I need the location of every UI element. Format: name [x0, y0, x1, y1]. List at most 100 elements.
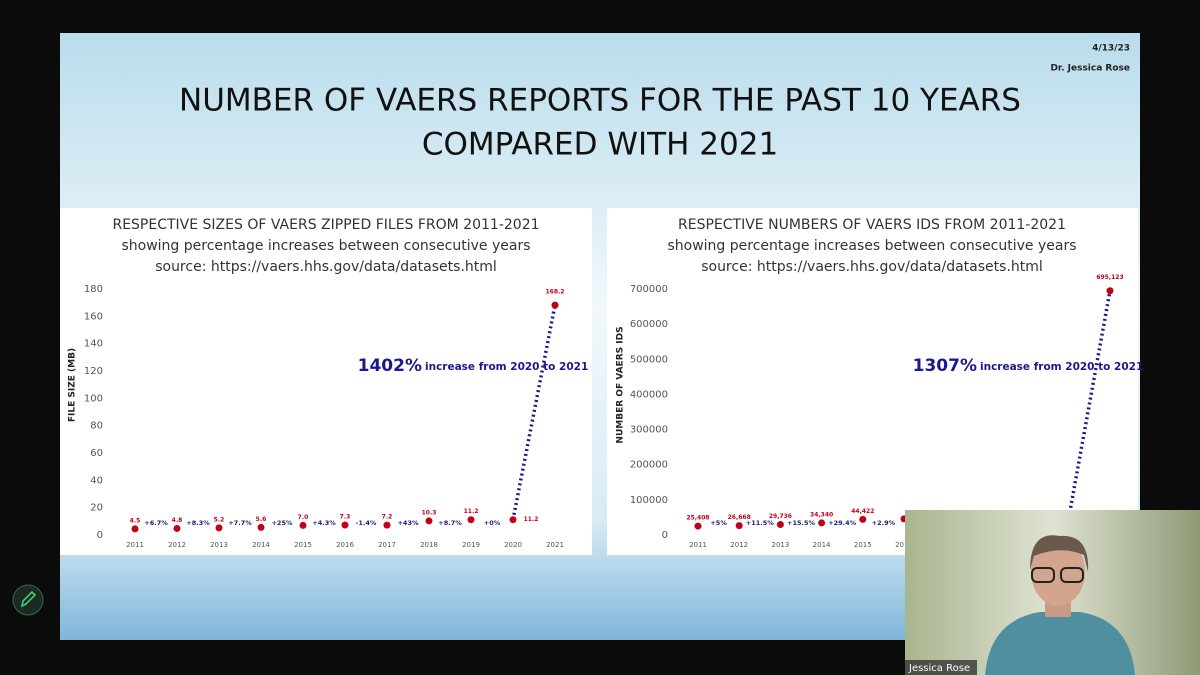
participant-name: Jessica Rose	[908, 663, 970, 674]
y-axis-label: FILE SIZE (MB)	[68, 348, 78, 422]
value-label: 7.3	[340, 514, 351, 521]
y-tick-label: 80	[90, 421, 103, 432]
x-tick-label: 2019	[462, 541, 480, 549]
y-tick-label: 700000	[630, 284, 668, 295]
x-tick-label: 2012	[168, 541, 186, 549]
chart-title: source: https://vaers.hhs.gov/data/datas…	[701, 259, 1043, 275]
chart-title: showing percentage increases between con…	[667, 238, 1076, 254]
y-tick-label: 0	[97, 530, 103, 541]
y-tick-label: 20	[90, 503, 103, 514]
value-label: 11.2	[524, 516, 539, 523]
increase-label: +25%	[271, 519, 292, 527]
y-tick-label: 400000	[630, 389, 668, 400]
pencil-icon	[20, 590, 37, 608]
data-point	[131, 525, 139, 533]
increase-label: +11.5%	[746, 519, 774, 527]
data-point	[425, 517, 433, 525]
x-tick-label: 2011	[126, 541, 144, 549]
increase-label: +0%	[484, 519, 501, 527]
value-label: 34,340	[810, 511, 833, 518]
x-tick-label: 2011	[689, 541, 707, 549]
slide-author: Dr. Jessica Rose	[1050, 64, 1130, 74]
person-body	[985, 612, 1135, 675]
value-label: 4.5	[130, 517, 141, 524]
x-tick-label: 2014	[813, 541, 831, 549]
value-label: 7.0	[298, 514, 309, 521]
value-label: 11.2	[464, 508, 479, 515]
chart-title: RESPECTIVE NUMBERS OF VAERS IDS FROM 201…	[678, 217, 1066, 233]
value-label: 29,736	[769, 513, 792, 520]
annotation-value: 1307%	[913, 356, 977, 376]
annotation-value: 1402%	[358, 356, 422, 376]
data-point	[735, 522, 743, 530]
increase-label: +43%	[397, 519, 418, 527]
value-label: 26,668	[728, 514, 751, 521]
increase-label: +8.7%	[438, 519, 462, 527]
y-tick-label: 60	[90, 448, 103, 459]
name-tag	[905, 660, 977, 675]
glasses	[1060, 567, 1084, 583]
x-tick-label: 2016	[895, 541, 913, 549]
chart-title: showing percentage increases between con…	[121, 238, 530, 254]
chart-panel	[607, 208, 1138, 555]
y-tick-label: 100	[84, 393, 103, 404]
button[interactable]	[12, 584, 44, 616]
data-point	[818, 519, 826, 527]
slide-date: 4/13/23	[1092, 44, 1130, 54]
data-point	[551, 301, 559, 309]
y-tick-label: 0	[662, 530, 668, 541]
increase-label: +5%	[710, 519, 727, 527]
increase-label: +7.7%	[228, 519, 252, 527]
data-point	[257, 523, 265, 531]
x-tick-label: 2015	[294, 541, 312, 549]
y-tick-label: 160	[84, 311, 103, 322]
value-label: 44,422	[851, 508, 874, 515]
trend-line	[1067, 290, 1112, 518]
y-tick-label: 300000	[630, 425, 668, 436]
data-point	[776, 521, 784, 529]
x-tick-label: 2017	[378, 541, 396, 549]
x-tick-label: 2016	[336, 541, 354, 549]
data-point	[299, 521, 307, 529]
y-tick-label: 140	[84, 339, 103, 350]
value-label: 4.8	[172, 517, 183, 524]
increase-label: +4.3%	[312, 519, 336, 527]
data-point	[694, 522, 702, 530]
increase-label: +15.5%	[787, 519, 815, 527]
data-point	[173, 524, 181, 532]
value-label: 168.2	[546, 289, 565, 296]
x-tick-label: 2018	[420, 541, 438, 549]
chart-title: source: https://vaers.hhs.gov/data/datas…	[155, 259, 497, 275]
chart-panel	[60, 208, 592, 555]
value-label: 5.6	[256, 516, 267, 523]
annotation-text: increase from 2020 to 2021	[980, 361, 1143, 373]
data-point	[383, 521, 391, 529]
x-tick-label: 2014	[252, 541, 270, 549]
annotate-button[interactable]	[12, 584, 44, 616]
increase-label: +29.4%	[828, 519, 856, 527]
person-hair	[1030, 535, 1089, 572]
data-point	[509, 516, 517, 524]
value-label: 695,123	[1096, 274, 1123, 281]
x-tick-label: 2020	[504, 541, 522, 549]
data-point	[859, 515, 867, 523]
data-point	[215, 524, 223, 532]
glasses	[1031, 567, 1055, 583]
video-tile: Jessica Rose	[905, 510, 1200, 675]
slide-title: NUMBER OF VAERS REPORTS FOR THE PAST 10 …	[179, 83, 1021, 119]
value-label: 7.2	[382, 514, 393, 521]
x-tick-label: 2021	[546, 541, 564, 549]
y-tick-label: 40	[90, 475, 103, 486]
y-tick-label: 200000	[630, 460, 668, 471]
value-label: 25,408	[686, 515, 709, 522]
annotation-text: increase from 2020 to 2021	[425, 361, 588, 373]
value-label: 5.2	[214, 516, 225, 523]
y-tick-label: 600000	[630, 319, 668, 330]
increase-label: -1.4%	[356, 519, 377, 527]
trend-line	[511, 304, 557, 521]
data-point	[467, 516, 475, 524]
y-tick-label: 120	[84, 366, 103, 377]
person-face	[1031, 538, 1085, 606]
data-point	[341, 521, 349, 529]
